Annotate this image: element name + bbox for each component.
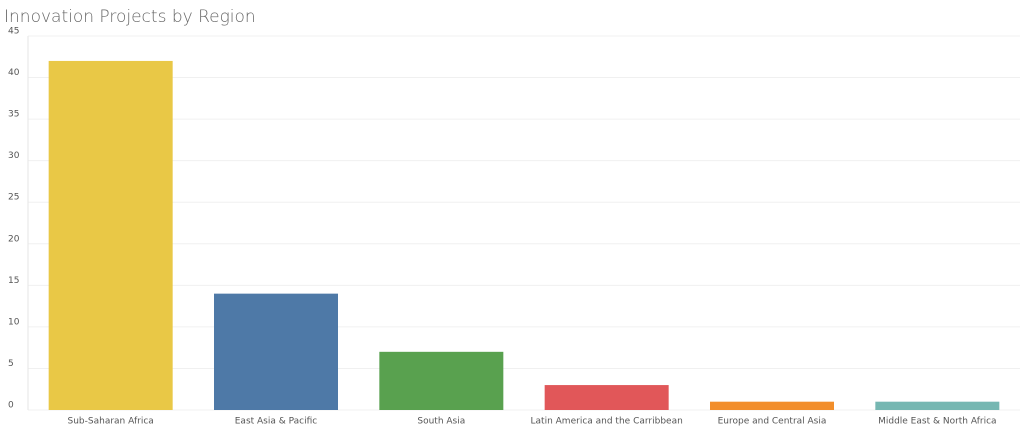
- x-tick-label: Sub-Saharan Africa: [68, 417, 154, 427]
- bar: [544, 385, 669, 410]
- y-tick-label: 20: [8, 234, 20, 244]
- y-tick-label: 15: [8, 276, 19, 286]
- y-tick-label: 35: [8, 110, 19, 120]
- y-tick-label: 45: [8, 27, 19, 37]
- y-tick-label: 0: [8, 401, 14, 411]
- bar: [875, 401, 1000, 410]
- x-tick-label: East Asia & Pacific: [235, 417, 318, 427]
- chart-title: Innovation Projects by Region: [4, 7, 256, 27]
- x-tick-label: Latin America and the Carribbean: [531, 417, 683, 427]
- y-tick-label: 10: [8, 317, 20, 327]
- y-tick-label: 5: [8, 359, 14, 369]
- bar: [379, 351, 504, 410]
- y-tick-label: 40: [8, 68, 20, 78]
- x-tick-label: Europe and Central Asia: [718, 417, 827, 427]
- bar: [214, 293, 338, 410]
- y-tick-label: 30: [8, 151, 20, 161]
- bar: [710, 401, 834, 410]
- x-tick-label: South Asia: [417, 417, 465, 427]
- y-tick-label: 25: [8, 193, 19, 203]
- x-tick-label: Middle East & North Africa: [878, 417, 996, 427]
- bar: [48, 60, 173, 410]
